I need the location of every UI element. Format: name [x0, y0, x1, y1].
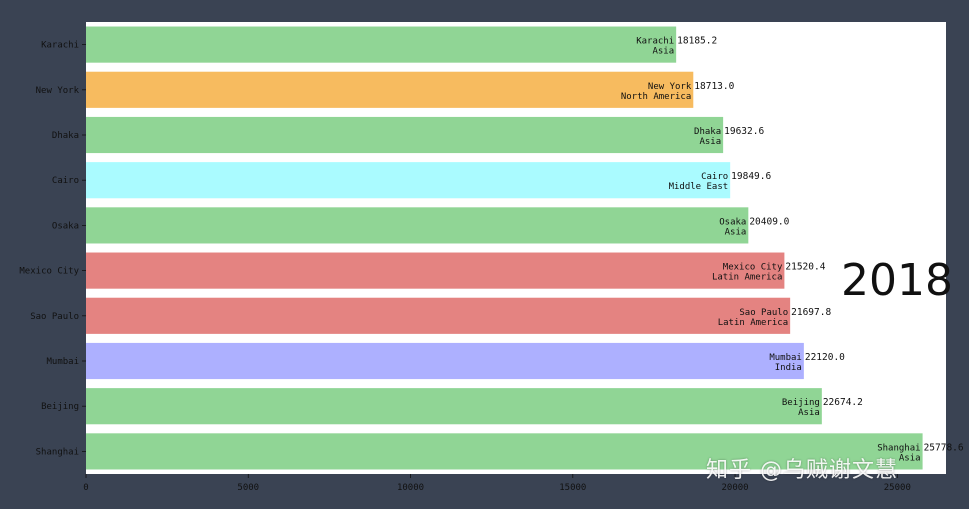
year-label: 2018	[841, 255, 953, 306]
y-tick-label: Cairo	[52, 176, 79, 186]
bar-mexico-city	[86, 252, 785, 289]
bar-group-label: Latin America	[718, 318, 788, 328]
x-tick-label: 5000	[237, 483, 259, 493]
bar-value-label: 20409.0	[749, 216, 789, 227]
bar-group-label: Asia	[652, 47, 674, 57]
x-tick-label: 15000	[559, 483, 586, 493]
bar-group-label: Asia	[899, 453, 921, 463]
bar-name-label: New York	[648, 82, 692, 92]
bar-value-label: 25778.6	[924, 442, 964, 453]
y-tick-label: Karachi	[41, 41, 79, 51]
y-tick-label: Dhaka	[52, 131, 79, 141]
bar-value-label: 19849.6	[731, 171, 771, 182]
y-tick-label: Shanghai	[36, 447, 79, 457]
y-axis: Karachi New York Dhaka Cairo Osaka Mexico Cit…	[19, 41, 86, 457]
bar-value-label: 22674.2	[823, 397, 863, 408]
y-tick-label: Beijing	[41, 402, 79, 412]
bar-value-label: 18713.0	[694, 81, 734, 92]
bar-group-label: Asia	[699, 137, 721, 147]
bar-dhaka	[86, 116, 724, 154]
bar-name-label: Beijing	[782, 398, 820, 408]
y-tick-label: Osaka	[52, 221, 79, 231]
bar-value-label: 19632.6	[724, 126, 764, 137]
bar-value-label: 18185.2	[677, 36, 717, 47]
x-axis: 0 5000 10000 15000 20000 25000	[83, 474, 911, 493]
x-tick-label: 25000	[884, 483, 911, 493]
x-tick-label: 20000	[722, 483, 749, 493]
bar-cairo	[86, 162, 731, 199]
y-tick-label: New York	[36, 86, 80, 96]
y-tick-label: Mumbai	[46, 357, 79, 367]
bar-karachi	[86, 26, 677, 63]
watermark: 知乎 @乌贼谢文慧	[706, 458, 898, 483]
bar-value-label: 22120.0	[805, 352, 845, 363]
bar-name-label: Mexico City	[723, 263, 783, 273]
bar-name-label: Karachi	[636, 37, 674, 47]
bar-group-label: North America	[621, 92, 691, 102]
bar-name-label: Osaka	[719, 217, 746, 227]
bar-group-label: Latin America	[712, 273, 782, 283]
bar-new-york	[86, 71, 694, 108]
bar-name-label: Cairo	[701, 172, 728, 182]
x-tick-label: 0	[83, 483, 88, 493]
bar-group-label: Middle East	[669, 182, 729, 192]
y-tick-label: Mexico City	[19, 267, 79, 277]
y-tick-label: Sao Paulo	[30, 312, 79, 322]
bar-group-label: India	[775, 363, 802, 373]
bar-name-label: Shanghai	[877, 443, 920, 453]
bar-osaka	[86, 207, 749, 244]
bar-value-label: 21697.8	[791, 307, 831, 318]
bar-mumbai	[86, 342, 804, 380]
bar-sao-paulo	[86, 297, 791, 334]
bar-beijing	[86, 388, 822, 425]
bar-group-label: Asia	[725, 227, 747, 237]
bar-name-label: Sao Paulo	[739, 308, 788, 318]
x-tick-label: 10000	[397, 483, 424, 493]
bar-name-label: Dhaka	[694, 127, 721, 137]
bar-name-label: Mumbai	[769, 353, 802, 363]
bar-value-label: 21520.4	[785, 262, 825, 273]
bar-group-label: Asia	[798, 408, 820, 418]
bar-shanghai	[86, 433, 923, 470]
